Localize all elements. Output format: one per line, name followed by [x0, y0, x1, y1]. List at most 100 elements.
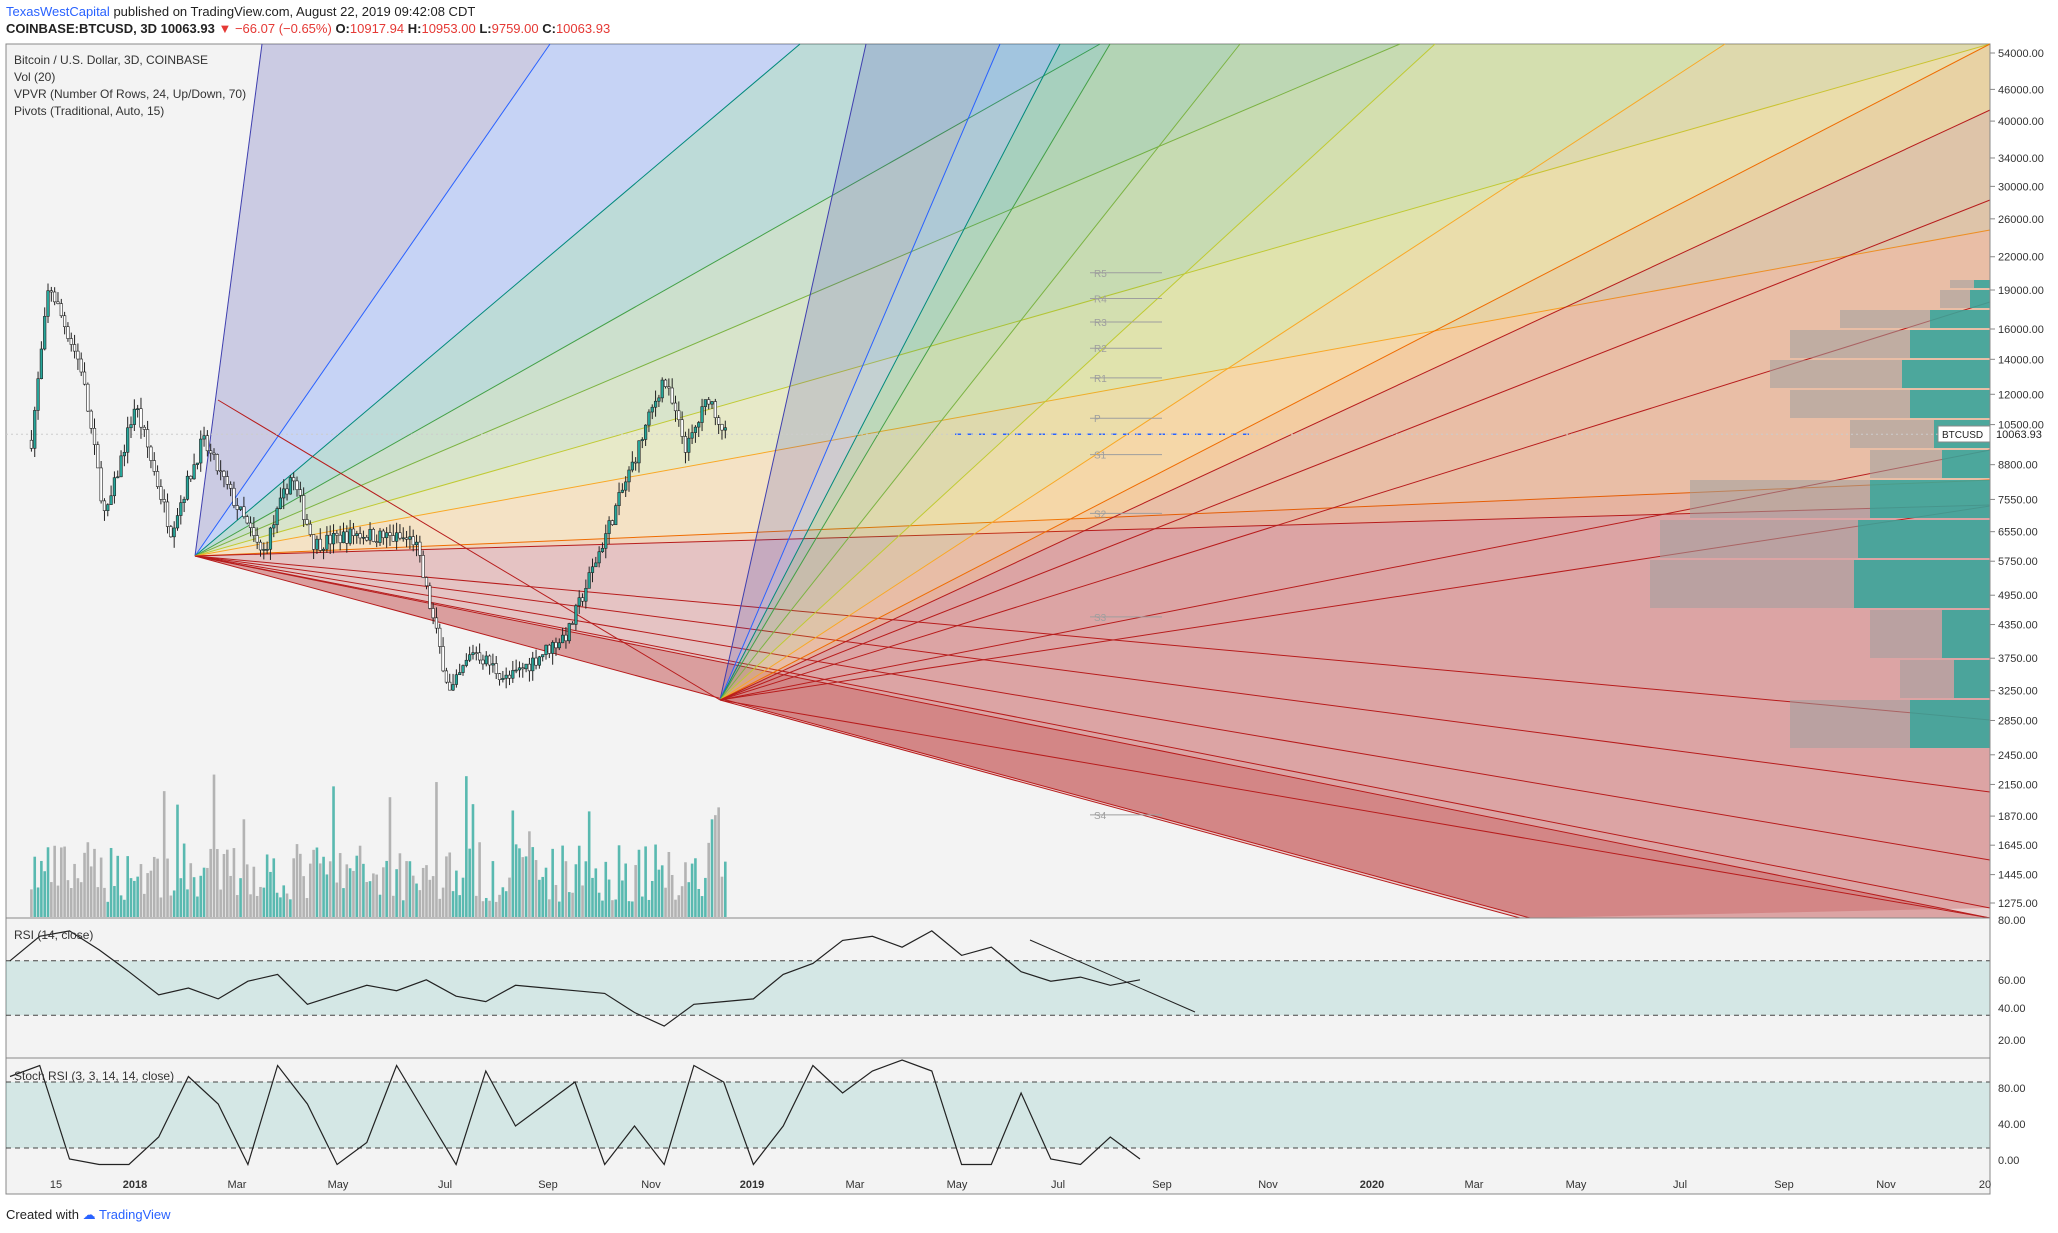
x-tick-label: 2018 [123, 1179, 147, 1191]
fan-line [194, 555, 1531, 919]
candle-body [209, 450, 213, 454]
candle-body [491, 663, 495, 666]
volume-bar [700, 896, 704, 917]
volume-bar [504, 891, 508, 917]
volume-bar [687, 882, 691, 917]
stoch-tick-label: 0.00 [1998, 1155, 2019, 1167]
candle-body [235, 505, 239, 510]
candle-body [534, 657, 538, 666]
volume-bar [222, 853, 226, 917]
candle-body [451, 684, 455, 691]
price-tag-value: 10063.93 [1996, 429, 2042, 441]
volume-bar [63, 846, 66, 917]
candle-body [404, 537, 409, 540]
volume-bar [564, 861, 568, 917]
volume-bar [484, 897, 488, 917]
volume-bar [348, 868, 352, 917]
candle-body [315, 538, 319, 550]
candle-body [717, 417, 721, 425]
candle-body [653, 400, 658, 408]
candle-body [29, 439, 34, 449]
candle-body [371, 528, 375, 542]
candle-body [255, 535, 259, 543]
candle-body [102, 500, 107, 511]
volume-bar [631, 901, 634, 917]
candle-body [335, 533, 339, 536]
volume-bar [723, 861, 727, 917]
y-tick-label: 34000.00 [1998, 153, 2044, 165]
candle-body [258, 541, 263, 551]
volume-bar [332, 786, 335, 917]
volume-bar [355, 855, 359, 917]
fan-line [194, 555, 1991, 919]
rsi-panel [6, 930, 1990, 1027]
candle-body [458, 672, 462, 676]
volume-bar [448, 852, 452, 917]
price-axis[interactable]: 54000.00 46000.00 40000.00 34000.00 30000.00… [1990, 48, 2044, 1167]
x-tick-label: Jul [1051, 1179, 1065, 1191]
volume-bar [481, 901, 485, 917]
footer-brand[interactable]: TradingView [99, 1207, 171, 1222]
volume-bar [544, 867, 548, 917]
candle-body [604, 533, 608, 549]
candle-body [647, 411, 651, 426]
candle-body [531, 657, 535, 672]
volume-bar [232, 848, 236, 917]
candle-body [79, 358, 83, 373]
price-change: −66.07 (−0.65%) [234, 21, 332, 36]
author-link[interactable]: TexasWestCapital [6, 4, 110, 19]
candle-body [109, 495, 113, 505]
candle-body [192, 464, 196, 480]
volume-bar [169, 895, 173, 917]
vp-row-up [1858, 520, 1990, 558]
x-tick-label: Nov [1876, 1179, 1896, 1191]
candle-body [524, 663, 528, 670]
candle-body [36, 378, 40, 411]
volume-bar [674, 899, 677, 917]
candle-body [318, 538, 322, 551]
volume-bar [172, 890, 176, 917]
fan-line [719, 199, 1991, 701]
volume-bar [212, 774, 216, 917]
volume-bar [192, 877, 196, 917]
volume-bar [229, 875, 232, 917]
volume-bar [624, 863, 627, 917]
candle-body [56, 301, 60, 304]
volume-bar [587, 811, 591, 917]
chart-canvas[interactable]: R5 R4 R3 R2 R1 P S1 S2 S3 S4 54000.00 46000.00 4000… [0, 40, 2058, 1200]
candle-body [478, 652, 482, 661]
candle-body [149, 446, 153, 461]
candle-body [634, 461, 638, 464]
volume-bar [704, 877, 707, 917]
pivot-label: P [1094, 414, 1101, 425]
volume-bar [365, 881, 369, 917]
volume-bars [30, 774, 727, 917]
volume-bar [607, 879, 611, 917]
candle-body [215, 454, 219, 472]
candle-body [468, 654, 472, 661]
candle-body [305, 519, 309, 525]
candle-body [365, 537, 369, 541]
x-tick-label: May [947, 1179, 968, 1191]
volume-bar [59, 847, 63, 917]
volume-bar [86, 842, 90, 917]
volume-bar [33, 856, 37, 917]
candle-body [96, 444, 100, 469]
candle-body [33, 410, 37, 449]
vp-row-up [1910, 390, 1990, 418]
volume-bar [295, 844, 299, 917]
volume-bar [657, 869, 661, 917]
volume-bar [571, 892, 574, 917]
x-tick-label: Jul [1673, 1179, 1687, 1191]
volume-bar [152, 856, 156, 917]
volume-bar [714, 815, 717, 917]
volume-bar [561, 845, 564, 917]
volume-bar [401, 900, 405, 917]
candle-body [106, 504, 110, 511]
time-axis[interactable]: 15 2018 Mar May Jul Sep Nov 2019 Mar May Jul Sep Nov… [50, 1179, 1991, 1191]
ohlc-high: 10953.00 [421, 21, 476, 36]
y-tick-label: 46000.00 [1998, 84, 2044, 96]
volume-bar [345, 864, 349, 917]
candle-body [511, 670, 515, 679]
vp-row-up [1910, 700, 1990, 748]
